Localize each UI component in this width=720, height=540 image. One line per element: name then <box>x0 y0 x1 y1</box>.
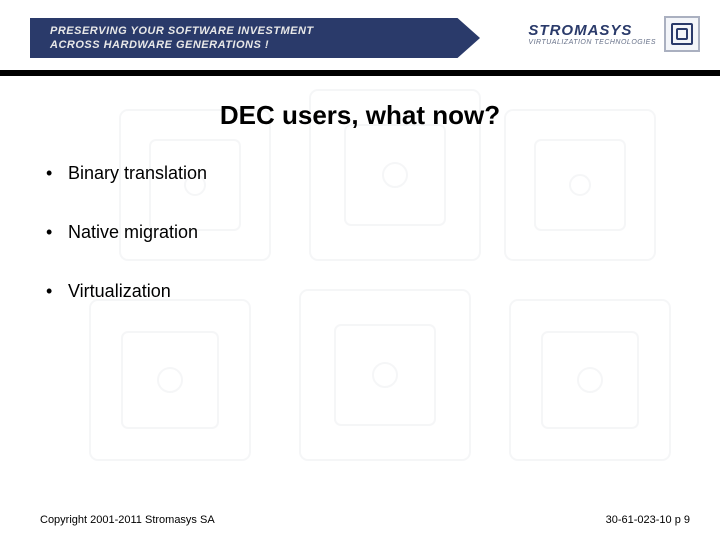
copyright-text: Copyright 2001-2011 Stromasys SA <box>40 514 215 526</box>
logo-text: STROMASYS VIRTUALIZATION TECHNOLOGIES <box>528 22 656 46</box>
slide-header: PRESERVING YOUR SOFTWARE INVESTMENT ACRO… <box>0 0 720 70</box>
slide-content: DEC users, what now? Binary translation … <box>0 70 720 302</box>
list-item: Virtualization <box>46 281 720 302</box>
tagline-line1: PRESERVING YOUR SOFTWARE INVESTMENT <box>50 25 314 37</box>
list-item: Binary translation <box>46 163 720 184</box>
docref-text: 30-61-023-10 p 9 <box>606 514 690 526</box>
logo-icon <box>664 16 700 52</box>
logo-block: STROMASYS VIRTUALIZATION TECHNOLOGIES <box>528 16 700 52</box>
tagline-line2: ACROSS HARDWARE GENERATIONS ! <box>50 39 269 51</box>
list-item: Native migration <box>46 222 720 243</box>
slide-footer: Copyright 2001-2011 Stromasys SA 30-61-0… <box>0 514 720 526</box>
header-divider <box>0 70 720 76</box>
tagline-text: PRESERVING YOUR SOFTWARE INVESTMENT ACRO… <box>50 24 314 53</box>
slide-title: DEC users, what now? <box>0 100 720 131</box>
bullet-list: Binary translation Native migration Virt… <box>0 163 720 302</box>
logo-subtitle: VIRTUALIZATION TECHNOLOGIES <box>528 39 656 46</box>
logo-name: STROMASYS <box>528 22 656 39</box>
tagline-bar: PRESERVING YOUR SOFTWARE INVESTMENT ACRO… <box>30 18 480 58</box>
